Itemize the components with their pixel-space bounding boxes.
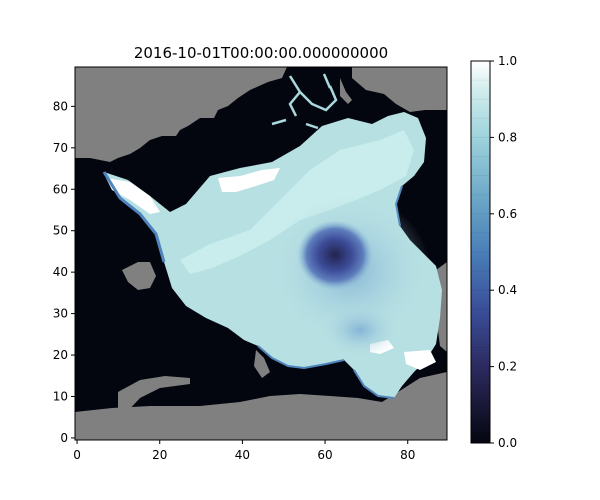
ice-high-patch <box>106 178 160 214</box>
y-tick-label: 0 <box>60 431 68 445</box>
ice-low-center <box>297 220 373 290</box>
colorbar-tick-label: 0.8 <box>498 130 517 144</box>
colorbar-tick-label: 1.0 <box>498 54 517 68</box>
y-tick-label: 70 <box>53 141 68 155</box>
y-tick-label: 60 <box>53 182 68 196</box>
x-tick-label: 80 <box>400 448 415 462</box>
y-tick-label: 50 <box>53 224 68 238</box>
chart-title: 2016-10-01T00:00:00.000000000 <box>134 44 388 62</box>
ice-high-patch <box>404 350 436 370</box>
ice-fringe <box>271 73 338 130</box>
colorbar-ticks: 0.0 0.2 0.4 0.6 0.8 1.0 <box>490 54 517 450</box>
x-tick-label: 20 <box>152 448 167 462</box>
ice-field <box>102 73 442 399</box>
y-tick-label: 80 <box>53 99 68 113</box>
x-tick-label: 40 <box>235 448 250 462</box>
y-axis: 0 10 20 30 40 50 60 70 80 <box>53 99 75 445</box>
ice-mid-region <box>320 302 400 358</box>
heatmap-image <box>75 67 447 440</box>
ice-edge-band <box>257 345 345 370</box>
ice-high-patch <box>218 168 280 192</box>
colorbar-steps <box>471 79 490 425</box>
y-tick-label: 30 <box>53 307 68 321</box>
colorbar: 0.0 0.2 0.4 0.6 0.8 1.0 <box>470 54 517 450</box>
ice-edge-band <box>353 369 395 399</box>
colorbar-tick-label: 0.6 <box>498 207 517 221</box>
x-tick-label: 0 <box>73 448 81 462</box>
y-tick-label: 20 <box>53 348 68 362</box>
colorbar-tick-label: 0.0 <box>498 436 517 450</box>
colorbar-tick-label: 0.4 <box>498 283 517 297</box>
ice-edge-band <box>102 171 166 263</box>
ice-edge-band <box>394 185 403 227</box>
x-axis: 0 20 40 60 80 <box>73 440 415 462</box>
y-tick-label: 10 <box>53 389 68 403</box>
colorbar-tick-label: 0.2 <box>498 360 517 374</box>
y-tick-label: 40 <box>53 265 68 279</box>
plot-frame <box>74 66 448 441</box>
x-tick-label: 60 <box>317 448 332 462</box>
colorbar-gradient <box>471 61 490 443</box>
colorbar-frame <box>470 60 491 444</box>
ice-core <box>180 130 414 274</box>
